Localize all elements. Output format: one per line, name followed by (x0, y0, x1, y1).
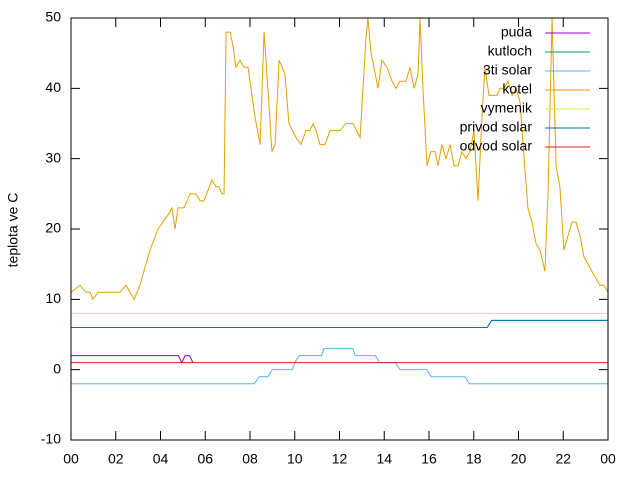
legend-label: kutloch (488, 43, 532, 59)
x-tick-label: 20 (511, 451, 527, 467)
legend-label: puda (501, 24, 532, 40)
x-tick-label: 02 (108, 451, 124, 467)
y-tick-label: 0 (53, 360, 61, 376)
y-tick-label: 50 (45, 9, 61, 25)
legend-label: 3ti solar (483, 62, 532, 78)
series-line (71, 319, 608, 328)
legend-label: vymenik (481, 100, 533, 116)
legend-label: kotel (502, 81, 532, 97)
y-tick-label: 20 (45, 220, 61, 236)
x-tick-label: 12 (332, 451, 348, 467)
series-line (71, 348, 608, 385)
plot-border (70, 17, 609, 441)
series-line (70, 17, 609, 301)
legend-label: privod solar (460, 119, 533, 135)
x-tick-label: 08 (242, 451, 258, 467)
series-line (71, 355, 194, 364)
x-tick-label: 00 (600, 451, 616, 467)
series-line (71, 319, 608, 328)
x-tick-label: 22 (555, 451, 571, 467)
y-tick-label: -10 (41, 431, 61, 447)
x-tick-label: 06 (197, 451, 213, 467)
x-tick-label: 10 (287, 451, 303, 467)
y-tick-label: 40 (45, 79, 61, 95)
x-tick-label: 16 (421, 451, 437, 467)
x-tick-label: 00 (63, 451, 79, 467)
x-tick-label: 14 (376, 451, 392, 467)
y-axis-label: teplota ve C (5, 193, 21, 268)
legend-label: odvod solar (460, 138, 533, 154)
x-tick-label: 04 (153, 451, 169, 467)
y-tick-label: 10 (45, 290, 61, 306)
y-tick-label: 30 (45, 149, 61, 165)
x-tick-label: 18 (466, 451, 482, 467)
